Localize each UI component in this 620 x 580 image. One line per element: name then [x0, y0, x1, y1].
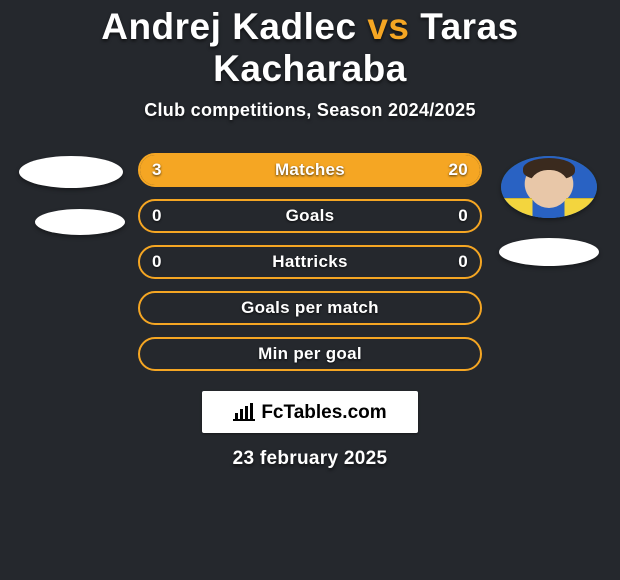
title-separator: vs	[367, 6, 409, 47]
player-a-photo-placeholder	[19, 156, 123, 188]
stat-left-value: 0	[152, 206, 172, 226]
stat-label: Matches	[275, 160, 345, 180]
stat-row: Min per goal	[138, 337, 482, 371]
brand-text: FcTables.com	[261, 400, 386, 424]
stat-left-value: 3	[152, 160, 172, 180]
bar-chart-icon	[233, 403, 255, 421]
stat-left-value: 0	[152, 252, 172, 272]
player-a-badge-placeholder	[35, 209, 125, 235]
stat-row: 0 Goals 0	[138, 199, 482, 233]
stat-label: Min per goal	[258, 344, 362, 364]
subtitle: Club competitions, Season 2024/2025	[0, 100, 620, 121]
page-title: Andrej Kadlec vs Taras Kacharaba	[0, 0, 620, 90]
date-text: 23 february 2025	[0, 448, 620, 470]
stats-table: 3 Matches 20 0 Goals 0 0 Hattricks 0 Goals per ma…	[138, 153, 482, 371]
stat-row: 0 Hattricks 0	[138, 245, 482, 279]
stat-label: Goals	[286, 206, 335, 226]
comparison-content: 3 Matches 20 0 Goals 0 0 Hattricks 0 Goals per ma…	[0, 153, 620, 371]
stat-label: Hattricks	[272, 252, 347, 272]
stat-row: 3 Matches 20	[138, 153, 482, 187]
stat-right-value: 0	[448, 252, 468, 272]
player-b-photo	[501, 156, 597, 218]
brand-text-b: Tables.com	[284, 402, 387, 423]
stat-right-value: 20	[448, 160, 468, 180]
player-a-name: Andrej Kadlec	[101, 6, 356, 47]
brand-badge: FcTables.com	[202, 391, 418, 433]
player-a-column	[16, 153, 126, 371]
player-b-column	[494, 153, 604, 371]
player-b-badge-placeholder	[499, 238, 599, 266]
stat-label: Goals per match	[241, 298, 379, 318]
stat-row: Goals per match	[138, 291, 482, 325]
stat-right-value: 0	[448, 206, 468, 226]
brand-text-a: Fc	[261, 402, 283, 423]
